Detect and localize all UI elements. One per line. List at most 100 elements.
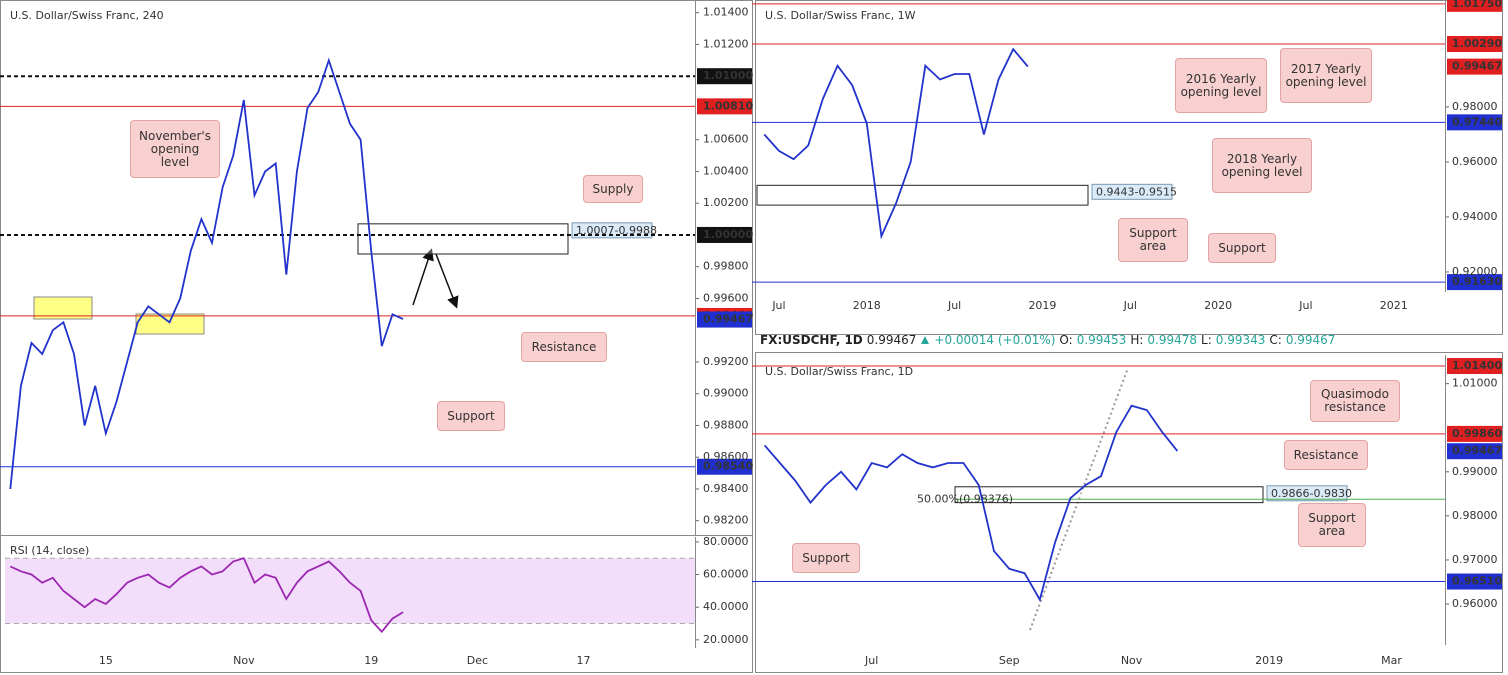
level-label: 1.01750	[1452, 0, 1502, 10]
ohlc-value: 0.99343	[1215, 333, 1266, 347]
level-label: 1.00000	[703, 228, 753, 241]
callout: Resistance	[521, 332, 607, 362]
y-tick-label: 20.0000	[703, 633, 749, 646]
price-line	[763, 404, 1179, 602]
chart-title: U.S. Dollar/Swiss Franc, 1D	[765, 365, 913, 378]
callout: 2016 Yearly opening level	[1175, 58, 1267, 113]
level-label: 1.01400	[1452, 359, 1502, 372]
y-tick-label: 0.98200	[703, 514, 749, 527]
x-tick-label: 15	[99, 654, 113, 667]
x-tick-label: 19	[364, 654, 378, 667]
callout: Support	[792, 543, 860, 573]
price-line	[9, 557, 404, 634]
level-label: 0.98540	[703, 460, 753, 473]
up-triangle	[921, 336, 930, 344]
zone-label-box	[1266, 485, 1348, 502]
last-price: 0.99467	[866, 333, 917, 347]
callout: Support area	[1298, 503, 1366, 547]
callout: Support area	[1118, 218, 1188, 262]
chart-title: U.S. Dollar/Swiss Franc, 1W	[765, 9, 916, 22]
level-label-box	[697, 68, 752, 85]
chart-title: U.S. Dollar/Swiss Franc, 240	[10, 9, 164, 22]
x-tick-label: Sep	[999, 654, 1020, 667]
callout: 2017 Yearly opening level	[1280, 48, 1372, 103]
level-label: 0.97440	[1452, 115, 1502, 128]
x-tick-label: 17	[577, 654, 591, 667]
zone	[756, 184, 1089, 206]
price-line	[763, 47, 1029, 240]
callout: Resistance	[1284, 440, 1368, 470]
level-label-box	[1447, 358, 1502, 375]
zone-label-box	[1091, 183, 1173, 200]
y-tick-label: 0.92000	[1452, 265, 1498, 278]
rsi-band	[5, 558, 695, 624]
x-tick-label: Nov	[1121, 654, 1143, 667]
x-tick-label: 2020	[1204, 299, 1232, 312]
highlight-box	[33, 296, 93, 320]
x-tick-label: Jul	[1298, 299, 1312, 312]
y-tick-label: 1.01200	[703, 37, 749, 50]
price-line	[9, 57, 404, 490]
trend-line	[1029, 367, 1129, 631]
level-label: 0.99467	[1452, 60, 1502, 73]
y-tick-label: 0.99000	[1452, 465, 1498, 478]
x-tick-label: Jul	[1123, 299, 1137, 312]
level-label-box	[1447, 274, 1502, 291]
panel-border	[755, 352, 1503, 673]
level-label-box	[1447, 573, 1502, 590]
y-tick-label: 40.0000	[703, 600, 749, 613]
ohlc-label: L:	[1201, 333, 1212, 347]
symbol: FX:USDCHF, 1D	[760, 333, 863, 347]
y-tick-label: 0.98000	[1452, 509, 1498, 522]
ohlc-value: 0.99467	[1285, 333, 1336, 347]
change: +0.00014 (+0.01%)	[934, 333, 1056, 347]
x-tick-label: Jul	[864, 654, 878, 667]
level-label-box	[1447, 425, 1502, 442]
x-tick-label: Nov	[233, 654, 255, 667]
level-label-box	[697, 458, 752, 475]
ohlc-value: 0.99478	[1147, 333, 1198, 347]
callout: Supply	[583, 175, 643, 203]
y-tick-label: 0.99800	[703, 260, 749, 273]
x-tick-label: Dec	[467, 654, 488, 667]
callout: 2018 Yearly opening level	[1212, 138, 1312, 193]
chart-title: RSI (14, close)	[10, 544, 89, 557]
y-tick-label: 0.98800	[703, 418, 749, 431]
x-tick-label: Jul	[947, 299, 961, 312]
y-tick-label: 1.01000	[1452, 377, 1498, 390]
zone-label: 0.9443-0.9515	[1096, 185, 1177, 198]
x-tick-label: 2018	[853, 299, 881, 312]
y-tick-label: 0.96000	[1452, 597, 1498, 610]
zone	[357, 223, 569, 255]
y-tick-label: 1.00600	[703, 133, 749, 146]
level-label-box	[1447, 443, 1502, 460]
level-label: 0.99467	[1452, 444, 1502, 457]
y-tick-label: 0.96000	[1452, 155, 1498, 168]
symbol-header: FX:USDCHF, 1D 0.99467 +0.00014 (+0.01%) …	[760, 333, 1335, 347]
level-label: 1.01000	[703, 69, 753, 82]
x-tick-label: Jul	[771, 299, 785, 312]
y-tick-label: 1.01400	[703, 6, 749, 19]
ohlc-label: O:	[1059, 333, 1073, 347]
ohlc-label: H:	[1130, 333, 1144, 347]
y-tick-label: 60.0000	[703, 568, 749, 581]
level-label-box	[1447, 0, 1502, 12]
callout: Support	[437, 401, 505, 431]
callout: Support	[1208, 233, 1276, 263]
y-tick-label: 0.99000	[703, 387, 749, 400]
level-label: 0.99860	[1452, 427, 1502, 440]
ohlc-label: C:	[1269, 333, 1282, 347]
y-tick-label: 1.00400	[703, 164, 749, 177]
level-label-box	[697, 226, 752, 243]
level-label-box	[1447, 35, 1502, 52]
panel-border	[0, 0, 753, 673]
arrow	[412, 248, 434, 306]
level-label: 0.99467	[703, 313, 753, 326]
y-tick-label: 1.00200	[703, 196, 749, 209]
callout: Quasimodo resistance	[1310, 380, 1400, 422]
y-tick-label: 0.98600	[703, 450, 749, 463]
fib-label: 50.00%(0.98376)	[917, 492, 1013, 505]
level-label: 1.00810	[703, 99, 753, 112]
